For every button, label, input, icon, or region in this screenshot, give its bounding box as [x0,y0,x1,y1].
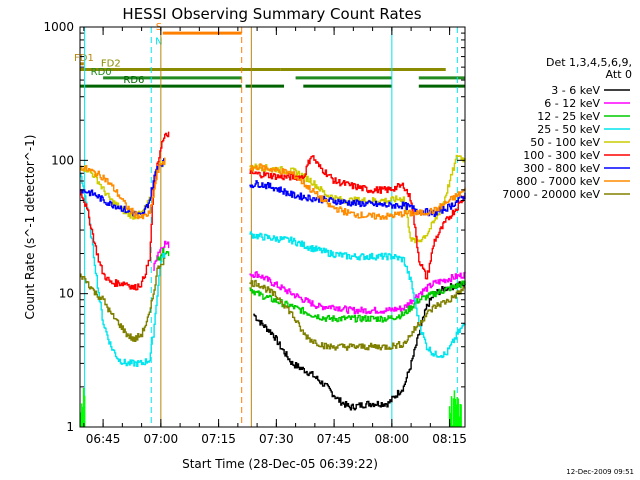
y-axis-label: Count Rate (s^-1 detector^-1) [23,135,37,320]
legend-entry-label: 6 - 12 keV [544,97,600,110]
x-tick-label: 07:15 [201,432,236,446]
series-layer [80,131,466,427]
axes: 06:45 07:00 07:15 07:30 07:45 08:00 08:15 1 10 10… [23,20,467,446]
series-line-3 [249,231,466,359]
series-line-1 [249,271,466,315]
series-line-1 [153,240,170,271]
series-line-0 [253,281,466,411]
series-line-5 [249,155,466,280]
series-line-4 [249,154,466,244]
legend-entry-label: 3 - 6 keV [551,84,600,97]
series-line-6 [249,180,466,218]
chart-title: HESSI Observing Summary Count Rates [122,5,421,23]
series-line-2 [157,248,170,261]
x-tick-label: 07:00 [144,432,179,446]
series-line-8 [80,257,166,342]
legend-entry-label: 12 - 25 keV [537,110,600,123]
x-tick-label: 06:45 [86,432,121,446]
legend-entry-label: 50 - 100 keV [530,136,600,149]
flag-label: N [155,37,162,48]
x-tick-label: 07:30 [259,432,294,446]
y-tick-label: 100 [51,153,74,167]
y-tick-label: 1000 [43,20,74,34]
series-line-5 [80,131,170,291]
flag-label: RD6 [123,75,144,86]
series-line-7 [80,157,166,220]
legend-header-line-2: Att 0 [606,68,632,81]
flag-label: S [156,22,162,33]
plot-frame [79,26,466,428]
footer-stamp: 12-Dec-2009 09:51 [566,468,634,476]
flag-label: RD0 [91,67,112,78]
legend-entry-label: 25 - 50 keV [537,123,600,136]
legend-entry-label: 100 - 300 keV [523,149,600,162]
x-tick-label: 08:00 [375,432,410,446]
series-line-3 [80,172,166,367]
x-tick-label: 08:15 [432,432,467,446]
y-tick-label: 1 [66,420,74,434]
x-axis-label: Start Time (28-Dec-05 06:39:22) [182,457,378,471]
series-line-8 [249,279,466,351]
x-tick-label: 07:45 [317,432,352,446]
series-line-6 [80,158,166,217]
legend-entry-label: 300 - 800 keV [523,162,600,175]
flag-label: FD1 [74,53,94,64]
legend-entry-label: 7000 - 20000 keV [502,188,600,201]
series-line-7 [249,163,466,220]
y-tick-label: 10 [59,287,74,301]
series-line-2 [249,280,466,323]
legend-entry-label: 800 - 7000 keV [516,175,600,188]
flag-label: FD2 [101,59,121,70]
legend-header-line-1: Det 1,3,4,5,6,9, [546,56,632,69]
